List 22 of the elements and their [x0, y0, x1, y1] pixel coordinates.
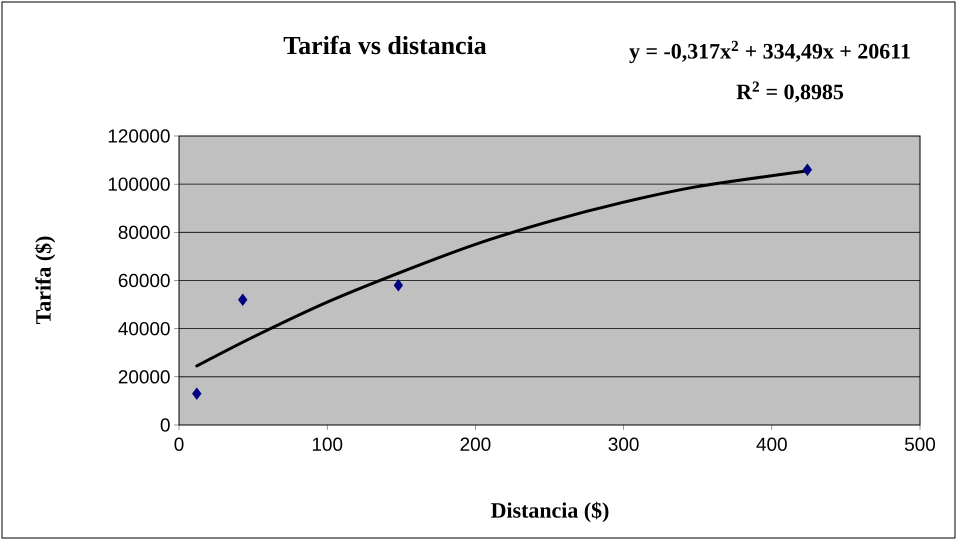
text: R$^{2}$ = 0,8985 [736, 81, 844, 103]
x-axis-title: Distancia ($) [491, 502, 608, 522]
point [238, 294, 248, 306]
x-tick-label: 100 [312, 438, 342, 451]
text: y = -0,317x$^{2}$ + 334,49x + 20611 [629, 40, 910, 64]
y-tick-label: 120000 [108, 129, 170, 143]
y-tick-label: 40000 [118, 322, 170, 336]
y-axis-title: Tarifa ($) [34, 236, 56, 324]
point [802, 164, 812, 176]
x-tick-label: 300 [608, 438, 639, 451]
x-tick-label: 500 [904, 438, 936, 451]
y-tick-label: 20000 [118, 370, 170, 384]
chart-title: Tarifa vs distancia [284, 36, 486, 54]
y-tick-label: 80000 [118, 226, 170, 240]
point [394, 279, 404, 292]
y-tick-label: 100000 [108, 177, 170, 191]
y-tick-label: 60000 [118, 274, 170, 288]
x-tick-label: 200 [460, 438, 490, 451]
point [192, 387, 202, 400]
x-tick-label: 400 [756, 438, 787, 451]
y-tick-label: 0 [160, 418, 170, 432]
x-tick-label: 0 [174, 438, 184, 451]
